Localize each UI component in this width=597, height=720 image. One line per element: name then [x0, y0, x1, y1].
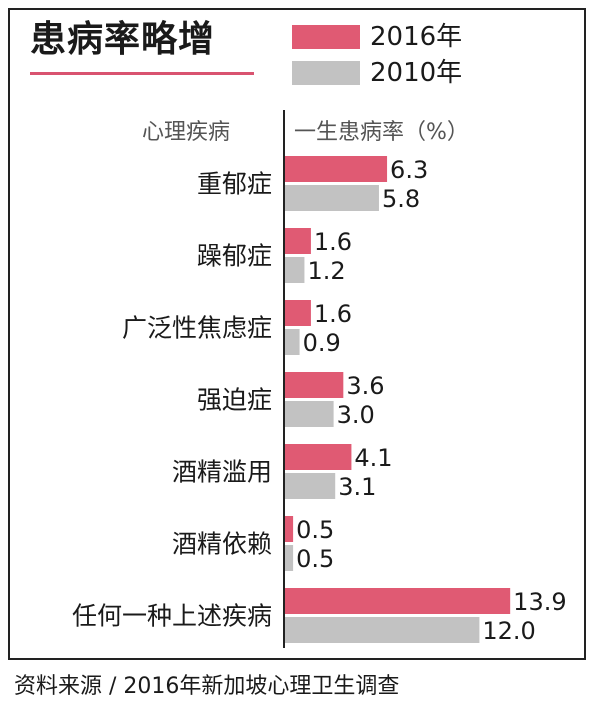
category-label: 酒精滥用: [172, 458, 272, 487]
category-label: 任何一种上述疾病: [72, 602, 272, 631]
value-label-2010: 1.2: [307, 257, 345, 285]
bar-2016: [285, 372, 344, 398]
value-label-2010: 5.8: [382, 185, 420, 213]
legend-item-2016: 2016年: [292, 22, 462, 52]
value-label-2016: 13.9: [513, 588, 566, 616]
column-header-disorder: 心理疾病: [142, 120, 231, 145]
category-label: 躁郁症: [197, 242, 272, 271]
value-label-2016: 0.5: [296, 516, 334, 544]
bar-2016: [285, 228, 311, 254]
value-label-2010: 0.9: [303, 329, 341, 357]
value-label-2016: 4.1: [354, 444, 392, 472]
bar-2010: [285, 185, 379, 211]
source-note: 资料来源 / 2016年新加坡心理卫生调查: [14, 674, 400, 699]
chart-axis-line: [283, 110, 285, 648]
category-label: 重郁症: [197, 170, 272, 199]
legend-label-2010: 2010年: [370, 58, 463, 88]
bar-2010: [285, 545, 294, 571]
bar-2016: [285, 588, 511, 614]
bar-2016: [285, 156, 388, 182]
title-underline: [30, 72, 254, 75]
category-label: 酒精依赖: [172, 530, 272, 559]
value-label-2016: 6.3: [390, 156, 428, 184]
value-label-2016: 1.6: [314, 228, 352, 256]
value-label-2010: 3.1: [338, 473, 376, 501]
bar-2010: [285, 401, 334, 427]
value-label-2010: 0.5: [296, 545, 334, 573]
bar-2016: [285, 444, 352, 470]
legend-swatch-2010: [292, 61, 360, 85]
category-label: 强迫症: [197, 386, 272, 415]
bar-2010: [285, 473, 336, 499]
legend-swatch-2016: [292, 25, 360, 49]
chart-frame: [8, 8, 586, 660]
value-label-2010: 3.0: [337, 401, 375, 429]
chart-title: 患病率略增: [30, 19, 216, 60]
bar-2010: [285, 257, 305, 283]
value-label-2016: 1.6: [314, 300, 352, 328]
bar-2016: [285, 300, 311, 326]
legend-item-2010: 2010年: [292, 58, 462, 88]
bar-2010: [285, 617, 480, 643]
bar-2016: [285, 516, 294, 542]
value-label-2010: 12.0: [482, 617, 535, 645]
legend-label-2016: 2016年: [370, 22, 463, 52]
category-label: 广泛性焦虑症: [122, 314, 272, 343]
value-label-2016: 3.6: [346, 372, 384, 400]
column-header-prevalence: 一生患病率（%）: [294, 120, 469, 145]
bar-2010: [285, 329, 300, 355]
